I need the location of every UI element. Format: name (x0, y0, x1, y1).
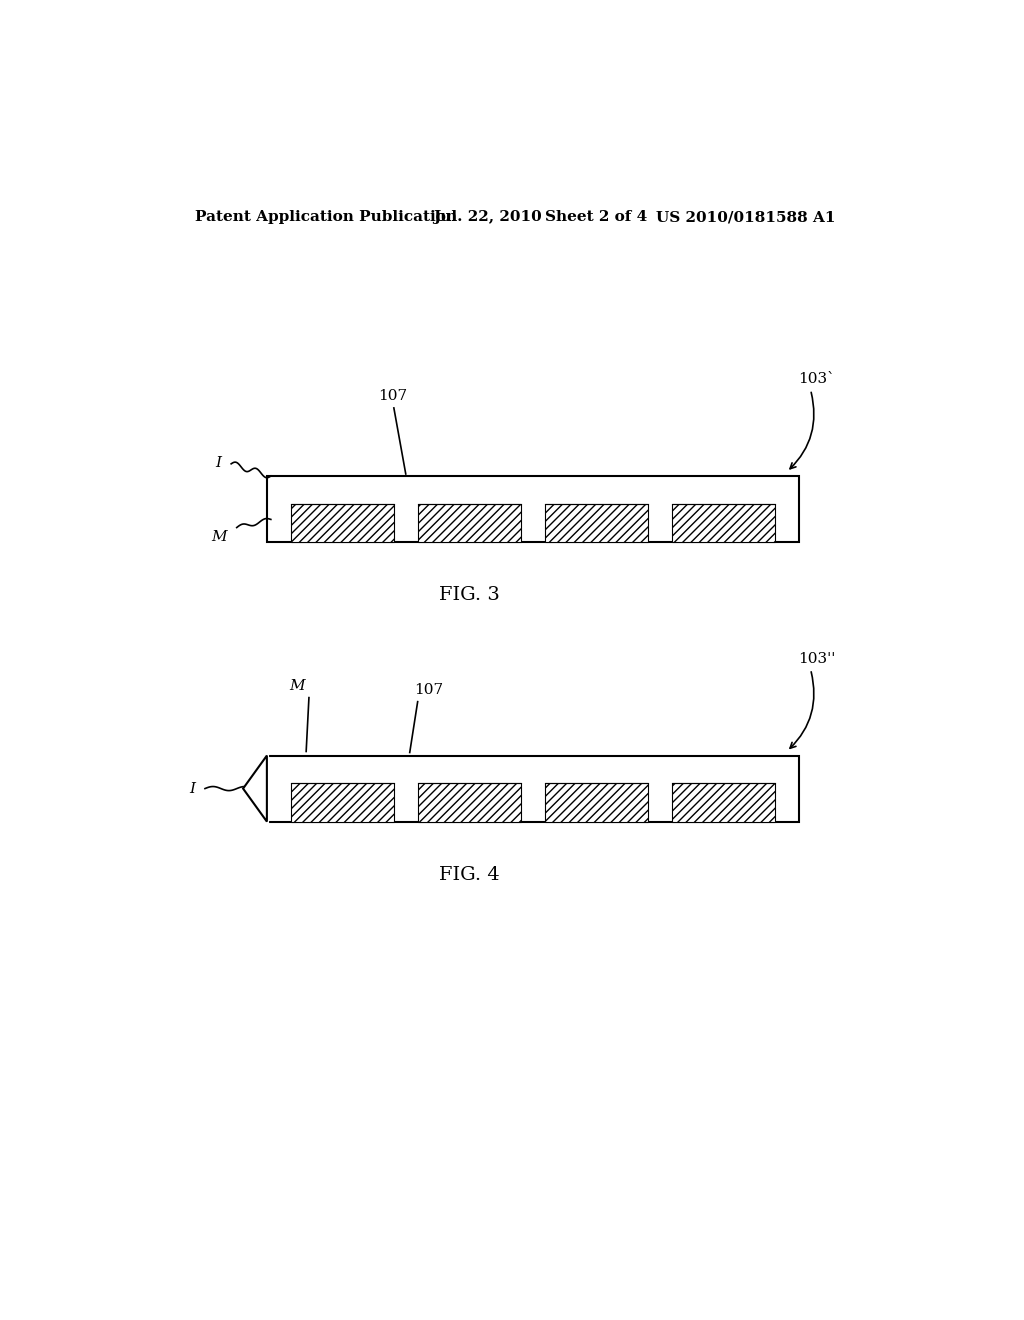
Bar (672, 783, 775, 821)
Bar (672, 504, 775, 543)
Polygon shape (243, 755, 267, 821)
Bar (545, 783, 648, 821)
Text: I: I (215, 455, 221, 470)
Bar (291, 504, 394, 543)
Bar (545, 504, 648, 543)
Text: M: M (289, 678, 305, 693)
Text: FIG. 3: FIG. 3 (439, 586, 500, 605)
Text: 103'': 103'' (799, 652, 836, 667)
Text: Sheet 2 of 4: Sheet 2 of 4 (545, 210, 647, 224)
Bar (418, 504, 521, 543)
Text: Patent Application Publication: Patent Application Publication (196, 210, 458, 224)
Text: US 2010/0181588 A1: US 2010/0181588 A1 (655, 210, 836, 224)
Text: Jul. 22, 2010: Jul. 22, 2010 (433, 210, 543, 224)
Bar (291, 783, 394, 821)
Text: I: I (189, 781, 196, 796)
Bar (418, 783, 521, 821)
Text: FIG. 4: FIG. 4 (439, 866, 500, 884)
Bar (267, 477, 799, 543)
Text: M: M (212, 531, 227, 544)
Bar (267, 755, 799, 821)
Text: 103`: 103` (799, 372, 836, 387)
Text: 107: 107 (378, 389, 408, 403)
Text: 107: 107 (414, 682, 442, 697)
